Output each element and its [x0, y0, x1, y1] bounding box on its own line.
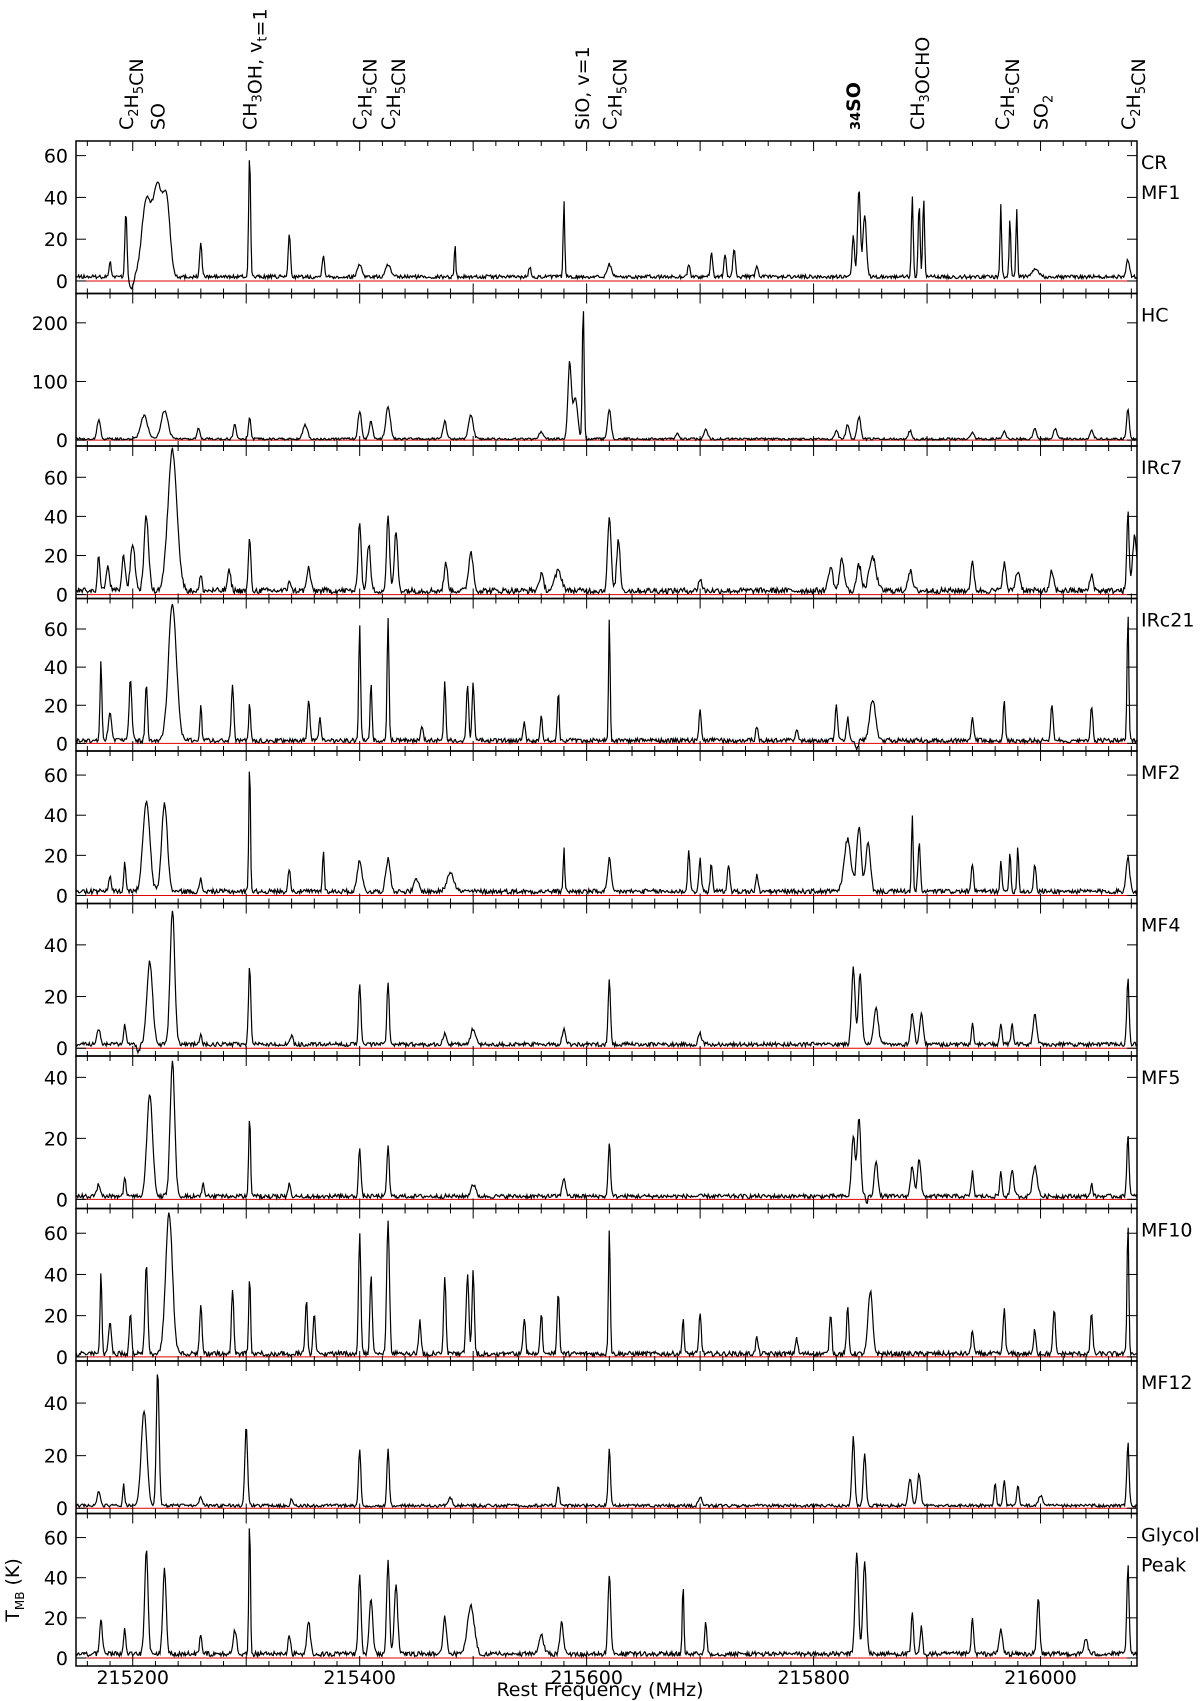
line-label-c2h5cn-d: C2H5CN [599, 58, 631, 130]
y-tick-label: 0 [56, 1648, 68, 1670]
line-label-sio: SiO, v=1 [572, 46, 594, 130]
line-label-34so: 34SO [843, 82, 865, 130]
panel-source-label: Glycol [1141, 1525, 1200, 1547]
panel-source-label: Peak [1141, 1555, 1186, 1577]
y-tick-label: 40 [44, 657, 68, 679]
x-tick-label: 216000 [1004, 1667, 1077, 1689]
spectrum-line [75, 447, 1138, 596]
y-tick-label: 60 [44, 467, 68, 489]
y-tick-label: 0 [56, 1038, 68, 1060]
panel-mf2: 0 20 40 60 MF2 [44, 750, 1180, 907]
y-tick-label: 20 [44, 987, 68, 1009]
panel-source-label: HC [1141, 305, 1169, 327]
y-tick-label: 0 [56, 430, 68, 452]
x-tick-label: 215200 [96, 1667, 169, 1689]
y-tick-label: 60 [44, 619, 68, 641]
line-label-so: SO [148, 103, 170, 130]
y-tick-label: 200 [32, 313, 68, 335]
y-tick-label: 60 [44, 765, 68, 787]
y-tick-label: 40 [44, 1067, 68, 1089]
panel-irc21: 0 20 40 60 IRc21 [44, 597, 1194, 755]
spectrum-line [75, 910, 1138, 1055]
panel-hc: 0 100 200 HC [32, 292, 1169, 452]
panel-source-label: MF12 [1141, 1372, 1193, 1394]
y-axis-label-unit: (K) [2, 1558, 24, 1591]
y-tick-label: 0 [56, 585, 68, 607]
panel-glycol-peak: 0 20 40 60 Glycol Peak [44, 1512, 1200, 1670]
y-tick-label: 40 [44, 187, 68, 209]
y-tick-label: 40 [44, 935, 68, 957]
x-axis-label: Rest Frequency (MHz) [496, 1679, 703, 1701]
panel-source-label: IRc7 [1141, 457, 1182, 479]
spectrum-line [75, 160, 1138, 290]
line-label-c2h5cn-b: C2H5CN [350, 58, 382, 130]
y-tick-label: 40 [44, 1264, 68, 1286]
line-label-c2h5cn-f: C2H5CN [1118, 58, 1150, 130]
y-tick-label: 0 [56, 271, 68, 293]
y-tick-label: 0 [56, 1189, 68, 1211]
y-tick-label: 0 [56, 1498, 68, 1520]
panel-source-label: MF10 [1141, 1220, 1193, 1242]
panel-mf4: 0 20 40 MF4 [44, 902, 1180, 1060]
panel-mf10: 0 20 40 60 MF10 [44, 1207, 1193, 1369]
panel-source-label: CR [1141, 152, 1167, 174]
y-tick-label: 40 [44, 506, 68, 528]
panel-source-label: IRc21 [1141, 610, 1194, 632]
panel-irc7: 0 20 40 60 IRc7 [44, 445, 1182, 607]
x-tick-label: 215800 [777, 1667, 850, 1689]
x-tick-label: 215600 [550, 1667, 623, 1689]
panel-mf12: 0 20 40 MF12 [44, 1360, 1193, 1520]
y-tick-label: 40 [44, 1393, 68, 1415]
y-tick-label: 40 [44, 805, 68, 827]
panel-frame [75, 1512, 1138, 1667]
spectrum-line [75, 771, 1138, 897]
line-label-so2: SO2 [1031, 95, 1057, 130]
y-tick-label: 20 [44, 1608, 68, 1630]
y-axis-label-main: T [2, 1610, 24, 1623]
y-tick-label: 100 [32, 371, 68, 393]
x-axis: 215200 215400 215600 215800 216000 [96, 1667, 1076, 1689]
y-tick-label: 0 [56, 1347, 68, 1369]
panel-source-label: MF1 [1141, 182, 1180, 204]
y-axis-label: TMB (K) [2, 1558, 27, 1623]
spectrum-line [75, 1374, 1138, 1510]
spectrum-line [76, 311, 1138, 442]
panel-frame [75, 1360, 1138, 1515]
y-tick-label: 0 [56, 733, 68, 755]
y-axis-label-subscript: MB [13, 1592, 27, 1611]
y-tick-label: 60 [44, 1223, 68, 1245]
panel-mf5: 0 20 40 MF5 [44, 1055, 1180, 1211]
spectrum-line [75, 1060, 1138, 1204]
panel-frame [75, 1055, 1138, 1210]
y-tick-label: 60 [44, 1528, 68, 1550]
line-label-ch3oh: CH3OH, vt=1 [240, 8, 272, 130]
y-tick-label: 0 [56, 885, 68, 907]
panel-cr-mf1: 0 20 40 60 CR MF1 [44, 140, 1180, 295]
panel-source-label: MF5 [1141, 1067, 1180, 1089]
line-label-ch3ocho: CH3OCHO [907, 37, 934, 130]
y-tick-label: 40 [44, 1568, 68, 1590]
spectrum-line [75, 1528, 1138, 1659]
panel-source-label: MF2 [1141, 762, 1180, 784]
line-label-c2h5cn-a: C2H5CN [116, 58, 148, 130]
y-tick-label: 20 [44, 845, 68, 867]
y-tick-label: 60 [44, 146, 68, 168]
line-label-c2h5cn-c: C2H5CN [378, 58, 410, 130]
line-label-c2h5cn-e: C2H5CN [992, 58, 1024, 130]
spectrum-line [75, 603, 1138, 752]
spectrum-line [75, 1212, 1138, 1359]
y-tick-label: 20 [44, 1306, 68, 1328]
y-tick-label: 20 [44, 695, 68, 717]
y-tick-label: 20 [44, 545, 68, 567]
y-tick-label: 20 [44, 1128, 68, 1150]
y-tick-label: 20 [44, 229, 68, 251]
y-tick-label: 20 [44, 1446, 68, 1468]
panel-source-label: MF4 [1141, 915, 1180, 937]
panel-frame [75, 292, 1138, 447]
x-tick-label: 215400 [323, 1667, 396, 1689]
